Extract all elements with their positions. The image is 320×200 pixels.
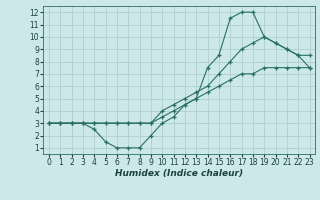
X-axis label: Humidex (Indice chaleur): Humidex (Indice chaleur) (115, 169, 243, 178)
